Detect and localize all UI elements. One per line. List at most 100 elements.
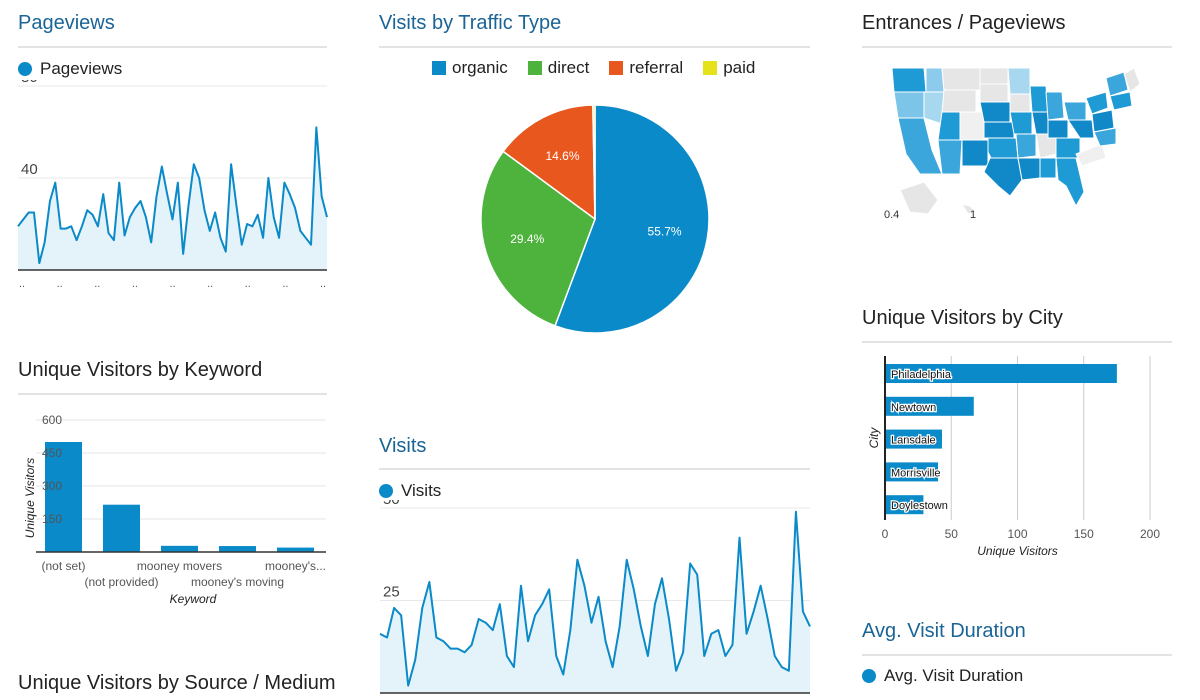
map-scale-min: 0.4	[884, 209, 899, 221]
legend-direct-label[interactable]: direct	[547, 58, 590, 77]
map-state[interactable]	[1067, 119, 1095, 139]
map-state[interactable]	[959, 111, 985, 141]
pageviews-x-tick-label: ..	[245, 278, 251, 290]
legend-organic-label[interactable]: organic	[452, 58, 508, 77]
city-bar-label: Morrisville	[891, 467, 941, 479]
pie-slice-paid	[592, 104, 596, 220]
keyword-x-tick-label: mooney's moving	[191, 575, 284, 589]
map-state[interactable]	[937, 111, 961, 141]
pie-slice-direct	[480, 150, 596, 327]
map-state[interactable]	[1009, 111, 1033, 135]
us-state-map[interactable]: 0.4 1	[880, 62, 1150, 227]
pageviews-x-tick-label: ..	[19, 278, 25, 290]
legend-direct-swatch	[527, 61, 542, 75]
city-x-tick-label: 50	[945, 527, 959, 541]
duration-title: Avg. Visit Duration	[862, 620, 1026, 642]
pageviews-x-tick-label: ..	[57, 278, 63, 290]
map-state[interactable]	[1055, 157, 1085, 208]
map-state[interactable]	[1007, 67, 1031, 95]
city-bar-label: Newtown	[891, 402, 936, 414]
pageviews-x-tick-label: ..	[169, 278, 175, 290]
keyword-y-tick-label: 450	[42, 446, 62, 460]
map-state[interactable]	[925, 67, 945, 93]
map-state[interactable]	[1093, 127, 1117, 147]
map-state[interactable]	[1047, 119, 1069, 139]
map-state[interactable]	[1017, 157, 1041, 181]
city-title: Unique Visitors by City	[862, 307, 1063, 329]
city-bar	[885, 495, 924, 515]
visits-title-rule	[379, 468, 810, 470]
map-state[interactable]	[987, 137, 1019, 161]
map-state[interactable]	[1009, 93, 1031, 113]
map-state[interactable]	[983, 121, 1015, 139]
pageviews-chart: 80 40..................	[17, 80, 328, 290]
map-state[interactable]	[1029, 85, 1049, 113]
keyword-title: Unique Visitors by Keyword	[18, 359, 263, 381]
legend-referral-swatch	[609, 61, 624, 75]
map-state[interactable]	[1085, 91, 1109, 115]
pageviews-y-tick-label: 80	[21, 80, 38, 86]
visits-series-line	[379, 510, 811, 687]
map-state[interactable]	[897, 117, 943, 175]
map-state[interactable]	[960, 203, 977, 215]
keyword-x-tick-label: mooney's...	[265, 559, 326, 573]
city-y-axis-title: City	[867, 427, 881, 449]
map-state[interactable]	[1031, 111, 1049, 135]
map-state[interactable]	[961, 139, 989, 167]
map-state[interactable]	[1075, 143, 1107, 167]
legend-referral-label[interactable]: referral	[629, 58, 684, 77]
pie-slice-organic	[554, 104, 710, 334]
map-state[interactable]	[979, 83, 1009, 103]
map-state[interactable]	[1105, 71, 1129, 97]
pageviews-legend-label: Pageviews	[40, 59, 123, 78]
pageviews-x-tick-label: ..	[132, 278, 138, 290]
keyword-bar	[45, 442, 82, 552]
legend-organic-swatch	[432, 61, 446, 75]
pie-slice-referral	[502, 104, 596, 221]
map-state[interactable]	[941, 67, 981, 91]
keyword-y-tick-label: 300	[42, 479, 62, 493]
map-state[interactable]	[941, 89, 977, 113]
legend-paid-label[interactable]: paid	[723, 58, 756, 77]
map-state[interactable]	[1045, 91, 1065, 121]
city-bar-label: Doylestown	[891, 500, 948, 512]
pageviews-title: Pageviews	[18, 12, 115, 34]
keyword-x-tick-label: mooney movers	[137, 559, 222, 573]
pageviews-x-tick-label: ..	[282, 278, 288, 290]
map-state[interactable]	[937, 139, 963, 175]
city-bar-label: Lansdale	[891, 435, 936, 447]
map-state[interactable]	[1109, 91, 1133, 111]
city-x-axis-title: Unique Visitors	[977, 544, 1057, 558]
map-state[interactable]	[1039, 157, 1057, 179]
city-title-rule	[862, 341, 1172, 343]
pageviews-area-fill	[18, 127, 327, 271]
city-bar	[885, 396, 974, 416]
visits-title: Visits	[379, 435, 427, 457]
map-state[interactable]	[1015, 133, 1037, 159]
visits-legend[interactable]: Visits	[379, 481, 441, 501]
pageviews-title-rule	[18, 46, 327, 48]
map-state[interactable]	[983, 157, 1023, 197]
traffic-title-rule	[379, 46, 810, 48]
keyword-bar	[219, 546, 256, 552]
pageviews-legend[interactable]: Pageviews	[18, 59, 122, 79]
city-x-tick-label: 0	[882, 527, 889, 541]
duration-legend[interactable]: Avg. Visit Duration	[862, 666, 1023, 686]
map-state[interactable]	[899, 181, 939, 215]
map-state[interactable]	[893, 91, 927, 119]
visits-area-fill	[380, 511, 810, 693]
pageviews-x-tick-label: ..	[320, 278, 326, 290]
visits-chart: 50 25	[379, 500, 811, 694]
duration-legend-swatch	[862, 669, 876, 683]
map-state[interactable]	[979, 67, 1009, 85]
map-state[interactable]	[1063, 101, 1087, 121]
keyword-bar-chart: (not set) (not provided) mooney movers moon…	[23, 413, 326, 606]
city-bar	[885, 462, 938, 482]
pie-slice-organic-label: 55.7%	[648, 225, 682, 239]
map-state[interactable]	[1123, 67, 1141, 93]
visits-y-tick-label: 25	[383, 584, 400, 601]
map-state[interactable]	[891, 67, 927, 93]
city-bar	[885, 429, 942, 449]
pageviews-x-tick-label: ..	[207, 278, 213, 290]
map-state[interactable]	[979, 101, 1011, 123]
